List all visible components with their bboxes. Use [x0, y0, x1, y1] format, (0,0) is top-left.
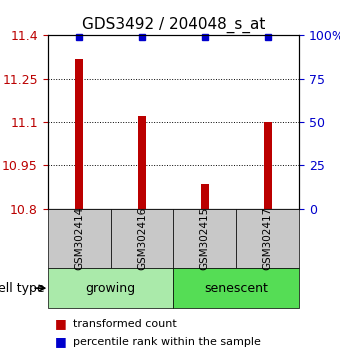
Text: GSM302416: GSM302416 [137, 207, 147, 270]
Bar [138, 116, 146, 209]
Title: GDS3492 / 204048_s_at: GDS3492 / 204048_s_at [82, 16, 265, 33]
Text: growing: growing [85, 282, 136, 295]
Text: ■: ■ [54, 318, 66, 330]
Bar [75, 58, 83, 209]
Text: ■: ■ [54, 335, 66, 348]
Text: percentile rank within the sample: percentile rank within the sample [73, 337, 261, 347]
Text: cell type: cell type [0, 282, 44, 295]
Bar [264, 122, 272, 209]
Text: GSM302417: GSM302417 [263, 207, 273, 270]
Text: transformed count: transformed count [73, 319, 177, 329]
Text: senescent: senescent [204, 282, 268, 295]
Text: GSM302414: GSM302414 [74, 207, 84, 270]
Bar [201, 184, 209, 209]
Text: GSM302415: GSM302415 [200, 207, 210, 270]
